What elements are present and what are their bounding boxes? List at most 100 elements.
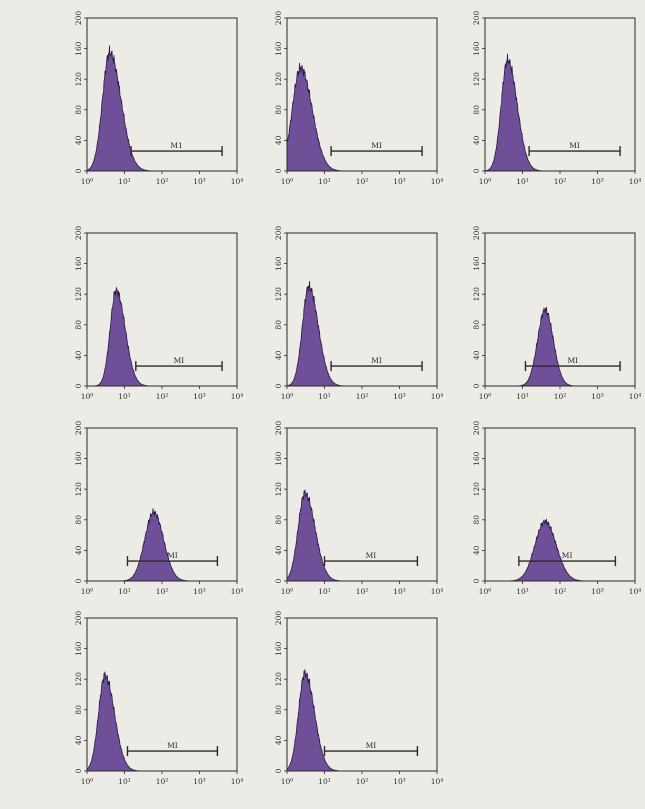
y-tick-label: 200 [472,11,481,26]
marker-label: MI [567,356,578,365]
y-tick-label: 120 [74,72,83,87]
marker-gate [126,556,219,567]
x-tick-label: 10⁴ [231,587,244,596]
x-tick-label: 10¹ [318,587,331,596]
histogram-series [86,671,237,772]
x-tick-label: 10³ [591,587,604,596]
histogram-plot: 0 40 80 120 160 200 10⁰ 10¹ 10² 10³ 10⁴ MI [274,11,444,186]
y-tick-label: 160 [74,641,83,656]
x-tick-label: 10¹ [516,177,529,186]
histogram-panel-003: 0 40 80 120 160 200 10⁰ 10¹ 10² 10³ 10⁴ MI [445,5,645,205]
y-tick-label: 40 [74,135,83,145]
y-tick-label: 80 [472,320,481,330]
y-tick-label: 40 [74,545,83,555]
y-tick-label: 160 [274,256,283,271]
histogram-plot: 0 40 80 120 160 200 10⁰ 10¹ 10² 10³ 10⁴ MI [274,611,444,786]
x-tick-label: 10¹ [118,177,131,186]
marker-gate [518,556,617,567]
histogram-plot: 0 40 80 120 160 200 10⁰ 10¹ 10² 10³ 10⁴ MI [74,611,244,786]
y-tick-label: 0 [472,168,481,173]
marker-gate [130,146,223,157]
y-tick-label: 120 [274,672,283,687]
x-tick-label: 10⁴ [431,392,444,401]
y-tick-label: 120 [274,482,283,497]
x-tick-label: 10⁴ [431,177,444,186]
histogram-panel-011: 0 40 80 120 160 200 10⁰ 10¹ 10² 10³ 10⁴ MI [247,605,447,805]
marker-label: MI [366,741,377,750]
x-tick-label: 10² [356,392,369,401]
histogram-plot: 0 40 80 120 160 200 10⁰ 10¹ 10² 10³ 10⁴ MI [274,226,444,401]
x-tick-label: 10¹ [318,177,331,186]
y-tick-label: 0 [274,768,283,773]
y-tick-label: 40 [74,735,83,745]
y-tick-label: 0 [74,578,83,583]
x-tick-label: 10³ [193,177,206,186]
y-tick-label: 160 [274,41,283,56]
x-tick-label: 10⁴ [231,777,244,786]
histogram-panel-002: 0 40 80 120 160 200 10⁰ 10¹ 10² 10³ 10⁴ MI [247,5,447,205]
x-tick-label: 10² [554,177,567,186]
marker-gate [330,146,423,157]
x-tick-label: 10⁴ [231,177,244,186]
x-tick-label: 10⁰ [281,392,294,401]
x-tick-label: 10² [554,392,567,401]
y-tick-label: 80 [274,105,283,115]
histogram-series [485,518,635,582]
y-tick-label: 40 [274,735,283,745]
histogram-plot: 0 40 80 120 160 200 10⁰ 10¹ 10² 10³ 10⁴ M1 [74,11,244,186]
y-tick-label: 200 [274,226,283,241]
x-tick-label: 10² [156,587,169,596]
histogram-panel-007: 0 40 80 120 160 200 10⁰ 10¹ 10² 10³ 10⁴ MI [47,415,247,615]
y-tick-label: 120 [472,482,481,497]
y-tick-label: 0 [74,768,83,773]
y-tick-label: 40 [274,135,283,145]
marker-gate [126,746,219,757]
x-tick-label: 10¹ [118,777,131,786]
y-tick-label: 120 [472,287,481,302]
marker-label: MI [371,356,382,365]
x-tick-label: 10¹ [318,777,331,786]
marker-label: MI [167,551,178,560]
x-tick-label: 10⁴ [231,392,244,401]
y-tick-label: 120 [472,72,481,87]
x-tick-label: 10⁰ [81,587,94,596]
y-tick-label: 40 [274,350,283,360]
y-tick-label: 160 [74,256,83,271]
marker-label: MI [174,356,185,365]
histogram-series [86,45,237,172]
y-tick-label: 0 [274,578,283,583]
y-tick-label: 0 [274,168,283,173]
x-tick-label: 10³ [193,392,206,401]
histogram-plot: 0 40 80 120 160 200 10⁰ 10¹ 10² 10³ 10⁴ MI [472,11,641,186]
x-tick-label: 10⁴ [431,777,444,786]
y-tick-label: 80 [74,320,83,330]
histogram-plot: 0 40 80 120 160 200 10⁰ 10¹ 10² 10³ 10⁴ MI [274,421,443,596]
x-tick-label: 10¹ [516,587,529,596]
x-tick-label: 10² [554,587,567,596]
y-tick-label: 160 [274,641,283,656]
histogram-series [484,53,635,172]
y-tick-label: 160 [472,41,481,56]
y-tick-label: 80 [472,515,481,525]
y-tick-label: 40 [472,350,481,360]
histogram-series [286,489,437,582]
y-tick-label: 80 [274,705,283,715]
y-tick-label: 200 [274,611,283,626]
histogram-panel-006: 0 40 80 120 160 200 10⁰ 10¹ 10² 10³ 10⁴ MI [445,220,645,420]
x-tick-label: 10³ [393,587,406,596]
marker-label: MI [167,741,178,750]
x-tick-label: 10¹ [318,392,331,401]
marker-label: M1 [170,141,182,150]
y-tick-label: 200 [74,11,83,26]
y-tick-label: 0 [74,383,83,388]
histogram-plot: 0 40 80 120 160 200 10⁰ 10¹ 10² 10³ 10⁴ MI [472,421,641,596]
histogram-panel-009: 0 40 80 120 160 200 10⁰ 10¹ 10² 10³ 10⁴ MI [445,415,645,615]
y-tick-label: 200 [74,611,83,626]
y-tick-label: 0 [472,578,481,583]
x-tick-label: 10³ [591,177,604,186]
histogram-series [87,508,237,582]
histogram-plot: 0 40 80 120 160 200 10⁰ 10¹ 10² 10³ 10⁴ MI [472,226,641,401]
x-tick-label: 10¹ [118,587,131,596]
histogram-series [286,281,437,387]
